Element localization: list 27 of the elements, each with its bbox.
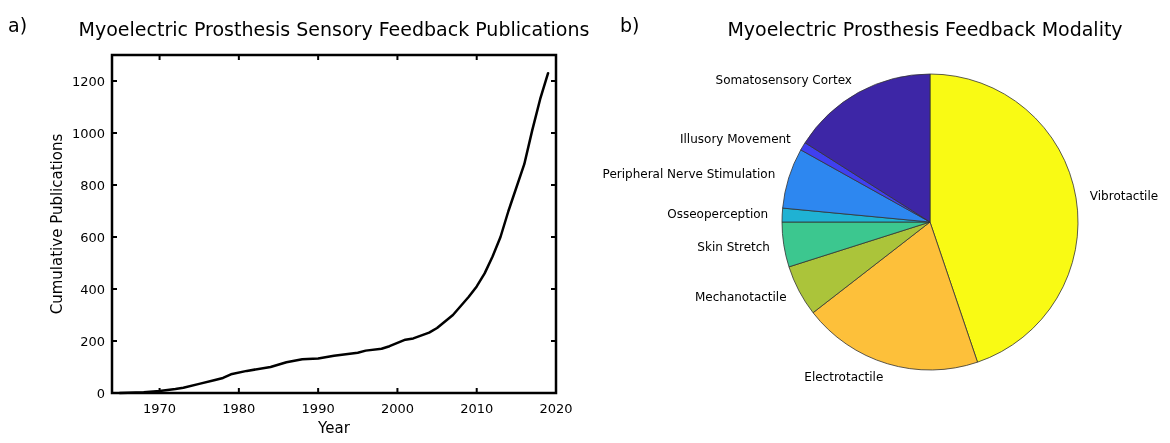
text: b) <box>620 14 640 36</box>
y-tick-label: 800 <box>80 178 105 193</box>
slice-label: Illusory Movement <box>679 132 792 147</box>
slice-label: Mechanotactile <box>694 290 787 305</box>
x-tick-label: 1970 <box>143 401 177 416</box>
text: a) <box>8 14 28 36</box>
slice-label: Skin Stretch <box>697 239 770 254</box>
x-tick-label: 2000 <box>380 401 414 416</box>
y-tick-label: 600 <box>80 230 105 245</box>
x-tick-label: 2010 <box>460 401 494 416</box>
slice-label: Vibrotactile <box>1089 188 1159 203</box>
y-tick-label: 200 <box>80 334 105 349</box>
y-tick-label: 1200 <box>71 74 105 89</box>
chart-title: Myoelectric Prosthesis Sensory Feedback Publications <box>78 18 590 40</box>
x-tick-label: 2020 <box>539 401 573 416</box>
slice-label: Osseoperception <box>667 207 769 222</box>
x-tick-label: 1980 <box>222 401 256 416</box>
x-axis-title: Year <box>317 419 351 437</box>
y-axis-title: Cumulative Publications <box>48 133 66 315</box>
chart-title: Myoelectric Prosthesis Feedback Modality <box>727 18 1123 40</box>
y-tick-label: 1000 <box>71 126 105 141</box>
slice-label: Electrotactile <box>804 370 884 385</box>
x-tick-label: 1990 <box>301 401 335 416</box>
y-tick-label: 400 <box>80 282 105 297</box>
slice-label: Somatosensory Cortex <box>715 73 852 88</box>
y-tick-label: 0 <box>96 386 105 401</box>
slice-label: Peripheral Nerve Stimulation <box>602 166 776 181</box>
